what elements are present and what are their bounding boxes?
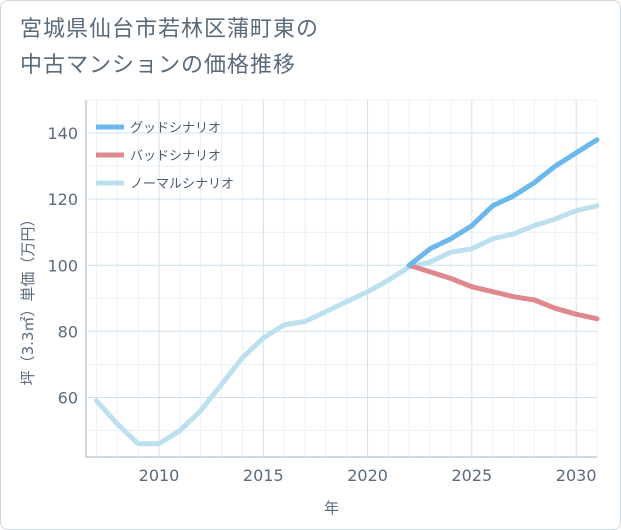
- x-axis-title: 年: [324, 499, 339, 517]
- y-tick-label: 120: [47, 190, 78, 209]
- y-tick-label: 140: [47, 124, 78, 143]
- series-line-0: [406, 137, 600, 268]
- y-tick-label: 60: [58, 389, 78, 408]
- x-tick-label: 2030: [556, 466, 597, 485]
- x-tick-label: 2010: [139, 466, 180, 485]
- y-tick-label: 100: [47, 256, 78, 275]
- legend-label-1: バッドシナリオ: [130, 149, 221, 164]
- title-line-1: 宮城県仙台市若林区蒲町東の: [20, 17, 320, 42]
- legend-label-0: グッドシナリオ: [130, 121, 221, 136]
- series-line-1: [406, 262, 600, 322]
- y-tick-label: 80: [58, 322, 78, 341]
- title-line-2: 中古マンションの価格推移: [20, 53, 297, 78]
- y-axis-title: 坪（3.3㎡）単価（万円）: [19, 212, 37, 386]
- series-line-2: [93, 203, 600, 447]
- x-tick-label: 2020: [347, 466, 388, 485]
- x-tick-label: 2015: [243, 466, 284, 485]
- x-tick-label: 2025: [451, 466, 492, 485]
- chart-title: 宮城県仙台市若林区蒲町東の 中古マンションの価格推移: [20, 12, 440, 84]
- legend-label-2: ノーマルシナリオ: [130, 177, 234, 192]
